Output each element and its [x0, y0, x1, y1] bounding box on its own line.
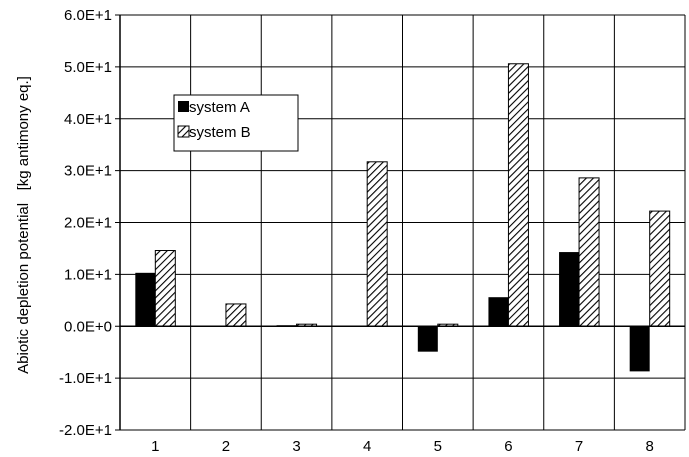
- bar-system-b-cat-7: [578, 177, 600, 327]
- legend-swatch-system-b: [177, 125, 190, 138]
- y-tick-label: 0.0E+0: [64, 318, 112, 335]
- y-tick-labels: -2.0E+1 -1.0E+1 0.0E+0 1.0E+1 2.0E+1 3.0E+1 4.…: [59, 7, 112, 439]
- x-tick-label: 3: [292, 438, 300, 455]
- bar-system-a-cat-8: [629, 326, 650, 372]
- bar-system-b-cat-4: [366, 161, 388, 327]
- bar-system-b-cat-8: [649, 210, 671, 327]
- legend-box: [173, 94, 299, 152]
- y-tick-label: 6.0E+1: [64, 7, 112, 24]
- y-tick-label: 1.0E+1: [64, 266, 112, 283]
- y-tick-label: 3.0E+1: [64, 163, 112, 180]
- x-tick-label: 2: [222, 438, 230, 455]
- x-tick-label: 4: [363, 438, 371, 455]
- x-tick-label: 7: [575, 438, 583, 455]
- y-tick-label: 5.0E+1: [64, 59, 112, 76]
- x-tick-label: 8: [646, 438, 654, 455]
- bar-system-a-cat-7: [559, 252, 580, 327]
- bars-group: [135, 63, 671, 372]
- bar-system-b-cat-6: [507, 63, 529, 327]
- bar-system-a-cat-6: [488, 297, 509, 327]
- bar-system-b-cat-2: [225, 303, 247, 327]
- legend: system A system B: [173, 94, 299, 152]
- gridlines: [119, 14, 686, 431]
- x-tick-label: 5: [434, 438, 442, 455]
- y-axis-label: Abiotic depletion potential [kg antimony…: [15, 76, 32, 374]
- legend-swatch-system-a: [178, 101, 189, 112]
- axes: [115, 14, 685, 431]
- x-tick-labels: 1 2 3 4 5 6 7 8: [151, 438, 654, 455]
- y-tick-label: 4.0E+1: [64, 111, 112, 128]
- legend-label-system-a: system A: [189, 99, 250, 116]
- y-tick-label: -1.0E+1: [59, 370, 112, 387]
- y-tick-label: -2.0E+1: [59, 422, 112, 439]
- y-tick-label: 2.0E+1: [64, 215, 112, 232]
- bar-system-a-cat-1: [135, 272, 156, 327]
- x-tick-label: 6: [504, 438, 512, 455]
- bar-system-a-cat-5: [417, 326, 438, 352]
- x-tick-label: 1: [151, 438, 159, 455]
- legend-label-system-b: system B: [189, 124, 251, 141]
- bar-system-b-cat-1: [154, 250, 176, 327]
